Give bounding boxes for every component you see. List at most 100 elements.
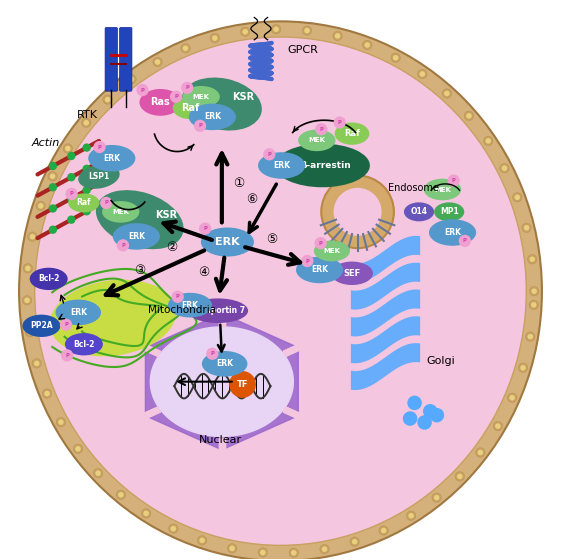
Circle shape [50, 174, 56, 179]
Text: P: P [185, 85, 189, 90]
Circle shape [34, 361, 39, 366]
Circle shape [38, 203, 44, 209]
Ellipse shape [49, 279, 176, 356]
Circle shape [334, 188, 381, 236]
Text: P: P [121, 243, 125, 248]
Circle shape [430, 408, 444, 422]
Text: Endosome: Endosome [388, 183, 439, 193]
Ellipse shape [68, 193, 99, 212]
Circle shape [229, 371, 256, 398]
Ellipse shape [424, 179, 461, 200]
Circle shape [93, 468, 103, 478]
Circle shape [60, 319, 72, 331]
Circle shape [258, 548, 268, 557]
Ellipse shape [258, 152, 305, 179]
Circle shape [444, 91, 450, 96]
Circle shape [82, 165, 91, 173]
Circle shape [49, 162, 57, 170]
Text: ⑥: ⑥ [246, 193, 257, 206]
Circle shape [153, 57, 162, 67]
Circle shape [420, 71, 425, 77]
Circle shape [67, 216, 76, 224]
Ellipse shape [201, 227, 254, 256]
Ellipse shape [404, 202, 434, 221]
Ellipse shape [168, 293, 212, 318]
Circle shape [530, 286, 539, 296]
Text: MEK: MEK [112, 209, 129, 215]
Circle shape [260, 550, 265, 556]
Ellipse shape [96, 190, 183, 249]
Circle shape [518, 363, 528, 372]
Ellipse shape [202, 351, 247, 377]
Circle shape [65, 146, 71, 151]
Text: P: P [198, 123, 202, 128]
Ellipse shape [56, 300, 101, 325]
Text: Golgi: Golgi [427, 356, 456, 366]
Circle shape [500, 164, 509, 173]
Circle shape [67, 194, 76, 203]
Text: P: P [305, 259, 309, 264]
Text: KSR: KSR [232, 92, 254, 102]
Ellipse shape [173, 97, 208, 119]
Polygon shape [144, 407, 160, 418]
Text: ERK: ERK [204, 113, 221, 122]
Text: Raf: Raf [77, 198, 91, 207]
Circle shape [172, 291, 184, 303]
Circle shape [350, 537, 360, 547]
Text: P: P [463, 239, 467, 244]
Circle shape [194, 120, 206, 132]
Circle shape [155, 59, 160, 65]
Circle shape [168, 524, 178, 533]
Circle shape [199, 222, 211, 235]
Circle shape [118, 492, 123, 498]
Circle shape [27, 232, 37, 241]
Circle shape [529, 300, 539, 310]
Text: O14: O14 [411, 207, 427, 216]
Text: P: P [141, 87, 145, 92]
Circle shape [127, 74, 136, 84]
Ellipse shape [275, 144, 370, 187]
Text: P: P [210, 351, 214, 356]
Ellipse shape [30, 268, 68, 290]
Circle shape [408, 513, 414, 519]
Circle shape [524, 225, 530, 231]
Circle shape [84, 120, 89, 125]
Circle shape [352, 539, 357, 544]
Text: MP1: MP1 [440, 207, 458, 216]
Circle shape [25, 265, 31, 271]
Text: GPCR: GPCR [288, 45, 319, 55]
Text: ⑤: ⑤ [266, 234, 278, 246]
Circle shape [379, 526, 388, 535]
Text: ①: ① [233, 178, 244, 190]
Text: SEF: SEF [343, 269, 361, 278]
Circle shape [484, 136, 493, 146]
Text: KSR: KSR [155, 210, 178, 220]
Circle shape [116, 490, 126, 500]
Text: ③: ③ [134, 264, 145, 277]
Circle shape [531, 288, 537, 294]
Circle shape [522, 223, 531, 232]
Circle shape [508, 393, 517, 403]
Circle shape [199, 538, 205, 543]
Text: PP2A: PP2A [30, 321, 53, 330]
Circle shape [509, 395, 515, 400]
Ellipse shape [335, 123, 369, 145]
Circle shape [170, 91, 182, 103]
Polygon shape [144, 345, 160, 356]
Text: ERK: ERK [273, 161, 290, 170]
Text: ERK: ERK [311, 265, 328, 274]
Circle shape [526, 332, 535, 342]
Circle shape [434, 495, 439, 501]
Polygon shape [219, 314, 224, 326]
Polygon shape [145, 348, 159, 416]
Circle shape [197, 535, 207, 545]
Circle shape [242, 29, 248, 35]
Circle shape [493, 421, 503, 431]
Text: Raf: Raf [181, 103, 199, 113]
Text: ERK: ERK [444, 228, 461, 237]
Text: Raf: Raf [344, 129, 360, 138]
Circle shape [100, 197, 112, 209]
Circle shape [315, 123, 328, 136]
Circle shape [229, 545, 235, 551]
Circle shape [365, 42, 370, 48]
